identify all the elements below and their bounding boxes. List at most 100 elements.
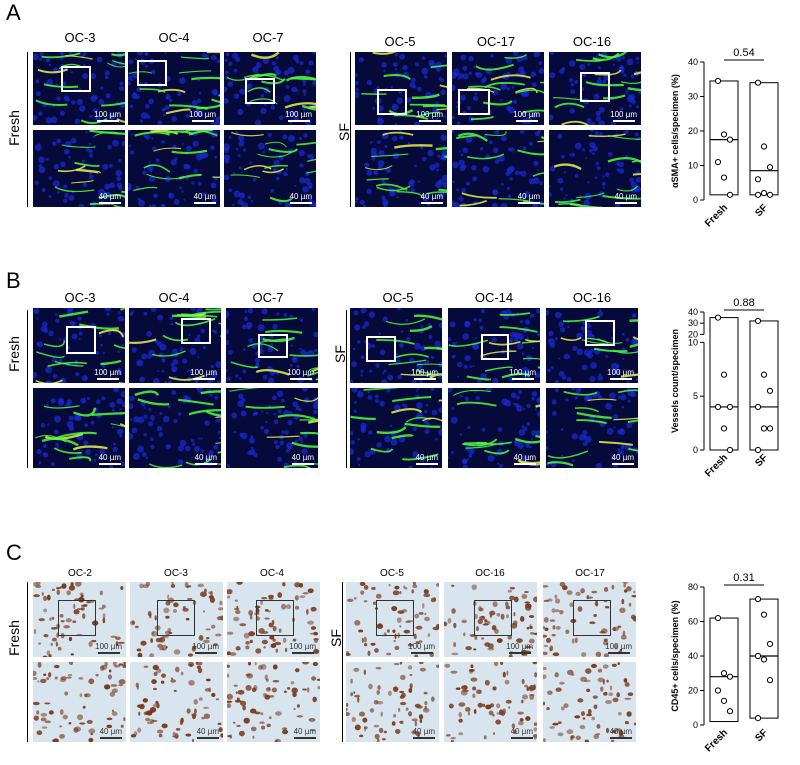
data-point [726,403,734,411]
panel-a-fresh-title-1: OC-3 [64,30,96,45]
ihc-c-oc3-zoom: 40 µm [130,662,223,742]
data-point [760,656,768,663]
y-axis-label: CD45+ cells/specimen (%) [670,600,680,711]
scale-bar: 100 µm [94,368,121,380]
y-axis-label: αSMA+ cells/specimen (%) [670,74,680,188]
scale-bar: 100 µm [190,368,217,380]
inset-box [256,600,294,636]
scale-bar: 40 µm [514,453,536,465]
scale-bar: 100 µm [610,110,637,122]
inset-box [366,336,396,362]
scale-bar: 40 µm [290,192,312,204]
p-value-label: 0.88 [733,297,754,309]
range-bar-fresh [709,617,739,723]
panel-c-fresh-row-label: Fresh [6,620,22,656]
ihc-c-oc16-overview: 100 µm [444,582,537,657]
y-tick-label: 20 [688,329,698,339]
micrograph-a-oc16-zoom: 40 µm [549,130,641,207]
data-point [754,79,762,86]
data-point [714,314,722,321]
scale-bar: 40 µm [511,727,533,739]
scale-bar: 100 µm [411,368,438,380]
data-point [760,190,768,197]
panel-c-fresh-title-2: OC-3 [164,568,188,579]
data-point [720,697,728,704]
scale-bar: 40 µm [100,727,122,739]
micrograph-b-oc3-zoom: 40 µm [33,388,125,468]
scale-bar: 100 µm [513,110,540,122]
y-tick-label: 10 [688,337,698,347]
range-bar-sf [749,598,779,719]
inset-box [573,600,611,636]
x-tick-label-fresh: Fresh [703,452,730,479]
panel-letter-b: B [6,268,21,293]
scale-bar: 40 µm [194,192,216,204]
range-bar-fresh [709,317,739,451]
panel-c-fresh-title-1: OC-2 [68,568,92,579]
inset-box [458,89,490,115]
scale-bar: 100 µm [285,110,312,122]
panel-c-sf-title-2: OC-16 [475,568,505,579]
data-point [720,131,728,138]
data-point [766,677,774,684]
micrograph-b-oc7-overview: 100 µm [226,308,318,383]
data-point [766,425,774,432]
chart-cd45: 0 20 40 60 80 CD45+ cells/specimen (%) Fresh SF… [670,572,779,754]
scale-bar: 40 µm [292,453,314,465]
panel-b-fresh-title-1: OC-3 [64,290,96,305]
data-point [754,446,762,454]
x-tick-label-sf: SF [753,202,770,219]
micrograph-b-oc4-zoom: 40 µm [129,388,221,468]
p-value-label: 0.31 [733,572,754,584]
panel-b-fresh-title-2: OC-4 [158,290,190,305]
y-tick-label: 40 [688,307,698,317]
ihc-c-oc17-zoom: 40 µm [543,662,636,742]
panel-a-sf-title-3: OC-16 [572,34,612,49]
scale-bar: 100 µm [416,110,443,122]
scale-bar: 40 µm [416,453,438,465]
panel-letter-a: A [6,0,21,25]
data-point [726,446,734,454]
data-point [766,164,774,171]
ihc-c-oc4-overview: 100 µm [227,582,320,657]
scale-bar: 40 µm [421,192,443,204]
micrograph-b-oc3-overview: 100 µm [33,308,125,383]
scale-bar: 100 µm [607,368,634,380]
panel-letter-c: C [6,540,22,565]
data-point [714,614,722,622]
data-point [714,403,722,411]
micrograph-a-oc17-zoom: 40 µm [452,130,544,207]
inset-box [181,318,211,344]
data-point [766,387,774,394]
micrograph-a-oc4-zoom: 40 µm [128,130,220,207]
scale-bar: 100 µm [289,642,316,654]
scale-bar: 40 µm [610,727,632,739]
micrograph-a-oc3-overview: 100 µm [33,52,125,125]
micrograph-a-oc16-overview: 100 µm [549,52,641,125]
inset-box [377,89,407,115]
micrograph-b-oc14-zoom: 40 µm [448,388,540,468]
p-value-label: 0.54 [733,47,754,59]
data-point [754,176,762,183]
y-tick-label: 0 [693,195,698,205]
ihc-c-oc2-overview: 100 µm [33,582,126,657]
inset-box [585,320,615,346]
y-tick-label: 60 [688,617,698,627]
micrograph-a-oc7-zoom: 40 µm [224,130,316,207]
inset-box [474,600,512,636]
scale-bar: 40 µm [413,727,435,739]
micrograph-b-oc5-overview: 100 µm [350,308,442,383]
y-tick-label: 40 [688,651,698,661]
ihc-c-oc17-overview: 100 µm [543,582,636,657]
data-point [760,425,768,432]
micrograph-a-oc3-zoom: 40 µm [33,130,125,207]
y-tick-label: 40 [688,57,698,67]
micrograph-a-oc17-overview: 100 µm [452,52,544,125]
data-point [720,174,728,181]
scale-bar: 100 µm [408,642,435,654]
data-point [720,425,728,432]
x-tick-label-sf: SF [753,727,770,744]
micrograph-b-oc5-zoom: 40 µm [350,388,442,468]
y-tick-label: 0 [693,445,698,455]
data-point [726,708,734,715]
